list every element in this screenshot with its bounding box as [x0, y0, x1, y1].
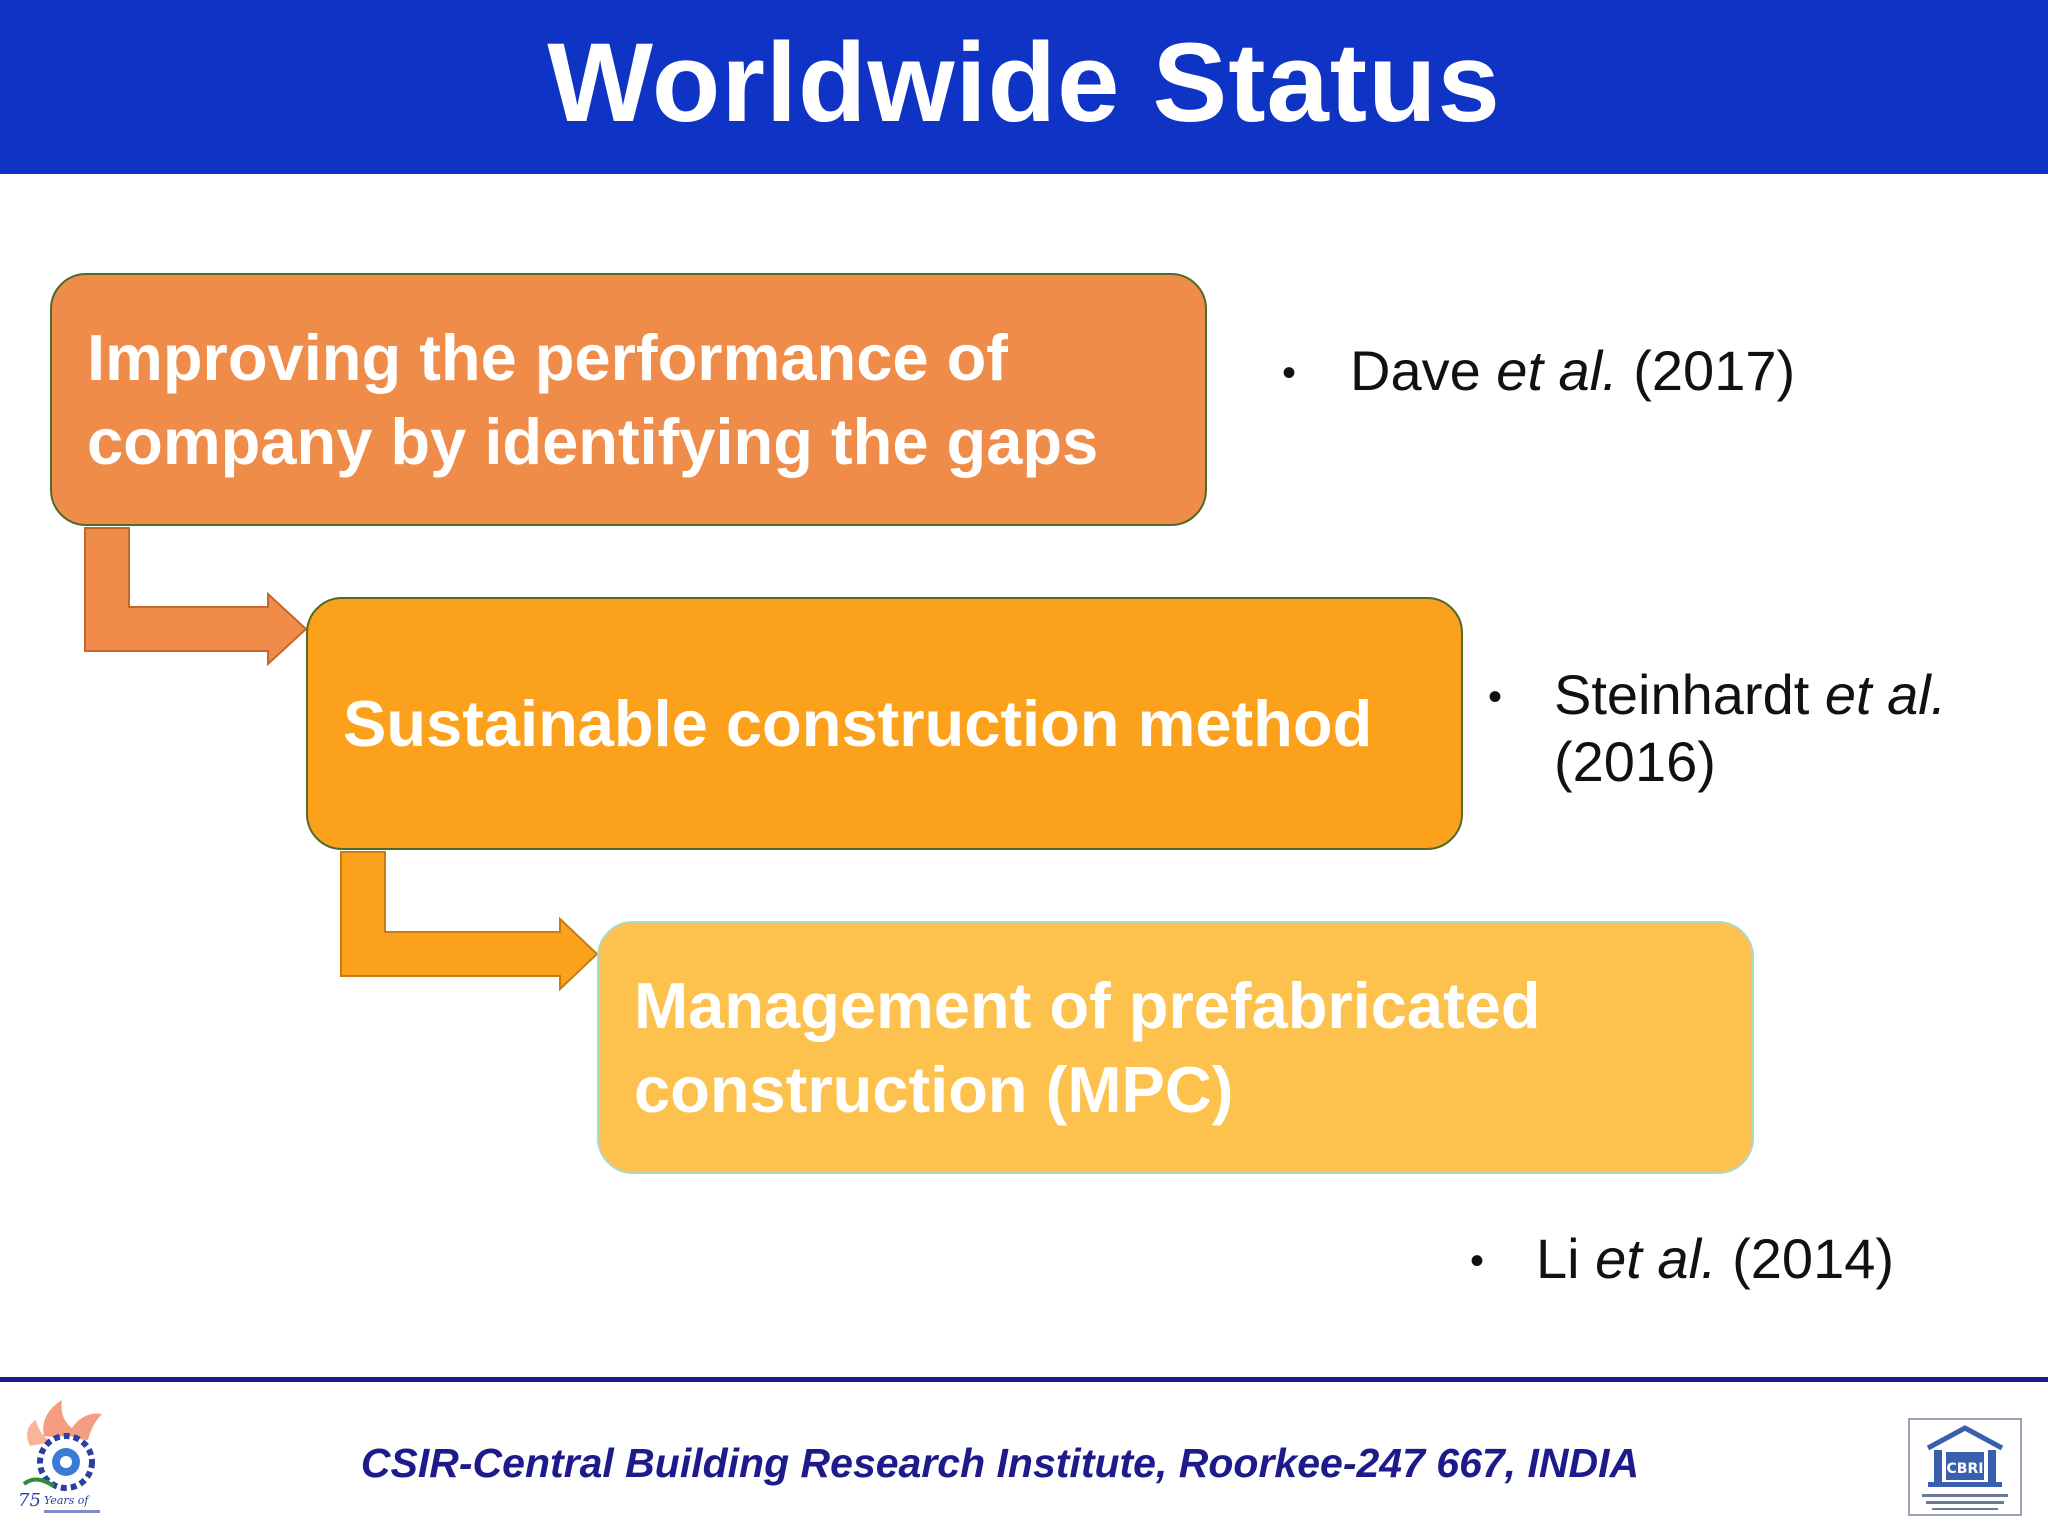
reference-li: • Li et al. (2014): [1470, 1226, 2010, 1296]
footer-institute-text: CSIR-Central Building Research Institute…: [360, 1440, 1640, 1486]
reference-author: Dave: [1350, 339, 1481, 402]
flow-box-text: Sustainable construction method: [343, 686, 1373, 760]
reference-text: Dave et al. (2017): [1350, 338, 1795, 404]
reference-dave: • Dave et al. (2017): [1282, 338, 1842, 408]
reference-year: (2016): [1554, 730, 1716, 793]
flow-box-text: Management of prefabricated construction…: [634, 968, 1541, 1126]
svg-text:75: 75: [18, 1490, 41, 1511]
reference-text: Steinhardt et al.: [1554, 662, 1946, 728]
cbri-logo-icon: CBRI: [1908, 1418, 2022, 1516]
flow-box-text: Improving the performance of company by …: [87, 320, 1099, 478]
cbri-logo-text: CBRI: [1947, 1461, 1984, 1477]
reference-year: (2017): [1633, 339, 1796, 402]
flow-box-improving-performance: Improving the performance of company by …: [50, 273, 1207, 526]
slide-title: Worldwide Status: [547, 20, 1501, 145]
reference-etal: et al.: [1496, 339, 1618, 402]
svg-text:Years of: Years of: [44, 1494, 90, 1507]
reference-etal: et al.: [1595, 1227, 1717, 1290]
reference-etal: et al.: [1824, 663, 1947, 726]
reference-steinhardt: • Steinhardt et al. (2016): [1488, 662, 2008, 802]
footer-divider: [0, 1377, 2048, 1382]
reference-text: Li et al. (2014): [1536, 1226, 1894, 1292]
reference-author: Li: [1536, 1227, 1580, 1290]
connector-arrow-1-to-2: [84, 527, 308, 667]
title-bar: Worldwide Status: [0, 0, 2048, 174]
bullet-icon: •: [1488, 675, 1503, 719]
flow-box-mpc: Management of prefabricated construction…: [597, 921, 1754, 1174]
flow-box-sustainable-construction: Sustainable construction method: [306, 597, 1463, 850]
csir-75-years-logo-icon: 75 Years of: [18, 1400, 102, 1513]
bullet-icon: •: [1282, 351, 1297, 395]
connector-arrow-2-to-3: [340, 851, 599, 992]
bullet-icon: •: [1470, 1239, 1485, 1283]
reference-author: Steinhardt: [1554, 663, 1810, 726]
reference-year: (2014): [1732, 1227, 1894, 1290]
